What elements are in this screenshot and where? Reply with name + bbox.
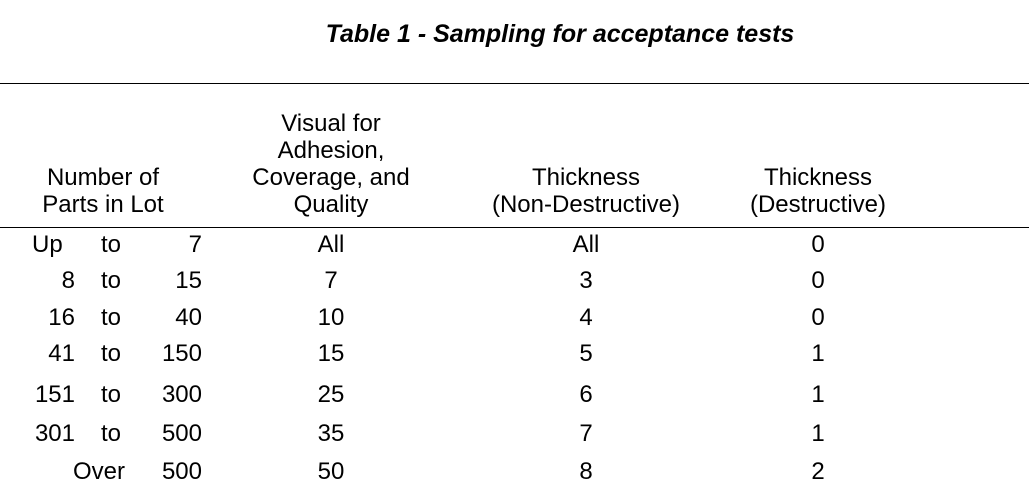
lot-upto: 300 xyxy=(161,381,202,408)
thickness-d-count: 2 xyxy=(811,458,825,485)
header-thickness-destructive: Thickness (Destructive) xyxy=(718,164,918,218)
header-visual: Visual for Adhesion, Coverage, and Quali… xyxy=(231,110,431,218)
lot-over-word: Over xyxy=(72,458,125,485)
visual-count: 35 xyxy=(317,420,345,447)
visual-count: 15 xyxy=(317,340,345,367)
header-line: Number of xyxy=(46,164,160,191)
header-line: (Destructive) xyxy=(749,191,887,218)
header-line: Visual for xyxy=(281,110,381,137)
lot-to-word: to xyxy=(101,231,122,258)
lot-to-word: to xyxy=(101,304,122,331)
header-line: Adhesion, xyxy=(277,137,385,164)
header-line: Parts in Lot xyxy=(42,191,164,218)
thickness-nd-count: 4 xyxy=(579,304,593,331)
header-line: Quality xyxy=(293,191,369,218)
thickness-nd-count: All xyxy=(572,231,600,258)
thickness-d-count: 1 xyxy=(811,381,825,408)
thickness-d-count: 0 xyxy=(811,304,825,331)
lot-upto: 15 xyxy=(175,267,202,294)
lot-upto: 40 xyxy=(175,304,202,331)
thickness-nd-count: 8 xyxy=(579,458,593,485)
table-top-rule xyxy=(0,83,1029,84)
header-thickness-non-destructive: Thickness (Non-Destructive) xyxy=(466,164,706,218)
thickness-d-count: 1 xyxy=(811,340,825,367)
thickness-d-count: 0 xyxy=(811,231,825,258)
lot-from: 41 xyxy=(48,340,75,367)
visual-count: 50 xyxy=(317,458,345,485)
thickness-d-count: 1 xyxy=(811,420,825,447)
thickness-nd-count: 5 xyxy=(579,340,593,367)
lot-to-word: to xyxy=(101,267,122,294)
thickness-nd-count: 6 xyxy=(579,381,593,408)
lot-to-word: to xyxy=(101,420,122,447)
lot-upto: 7 xyxy=(188,231,202,258)
lot-to-word: to xyxy=(101,340,122,367)
lot-from: 301 xyxy=(34,420,75,447)
lot-from: 8 xyxy=(61,267,75,294)
thickness-d-count: 0 xyxy=(811,267,825,294)
lot-upto: 500 xyxy=(161,420,202,447)
lot-from: 151 xyxy=(34,381,75,408)
visual-count: 10 xyxy=(317,304,345,331)
thickness-nd-count: 3 xyxy=(579,267,593,294)
lot-from: Up xyxy=(32,231,63,258)
visual-count: 7 xyxy=(324,267,338,294)
lot-from: 16 xyxy=(48,304,75,331)
header-line: Thickness xyxy=(763,164,873,191)
header-parts-in-lot: Number of Parts in Lot xyxy=(18,164,188,218)
header-bottom-rule xyxy=(0,227,1029,228)
header-line: Coverage, and xyxy=(252,164,410,191)
header-line: Thickness xyxy=(531,164,641,191)
thickness-nd-count: 7 xyxy=(579,420,593,447)
visual-count: 25 xyxy=(317,381,345,408)
table-title: Table 1 - Sampling for acceptance tests xyxy=(325,20,795,48)
lot-upto: 500 xyxy=(161,458,202,485)
header-line: (Non-Destructive) xyxy=(491,191,681,218)
lot-upto: 150 xyxy=(161,340,202,367)
lot-to-word: to xyxy=(101,381,122,408)
visual-count: All xyxy=(317,231,345,258)
